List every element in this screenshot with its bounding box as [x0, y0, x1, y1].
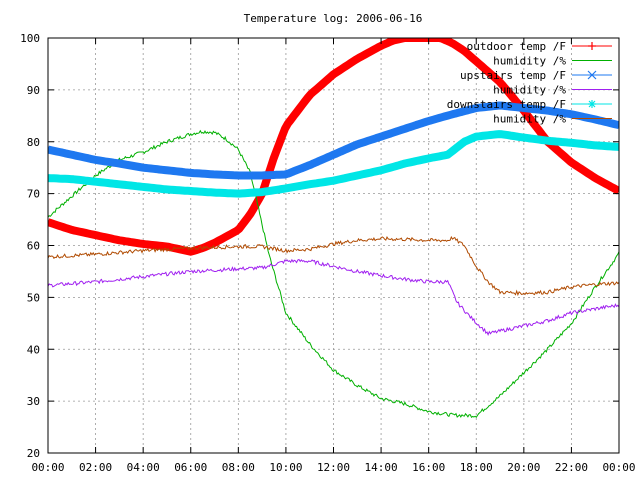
x-tick-label: 00:00 [31, 461, 64, 474]
y-tick-label: 90 [27, 84, 40, 97]
chart-title: Temperature log: 2006-06-16 [244, 12, 423, 25]
x-tick-label: 08:00 [222, 461, 255, 474]
x-tick-label: 14:00 [365, 461, 398, 474]
x-tick-label: 04:00 [127, 461, 160, 474]
x-tick-label: 02:00 [79, 461, 112, 474]
y-tick-label: 60 [27, 240, 40, 253]
y-tick-label: 80 [27, 136, 40, 149]
series-thick-line [48, 101, 619, 180]
legend-label: downstairs temp /F [447, 98, 566, 111]
series-line [48, 129, 619, 419]
x-tick-label: 16:00 [412, 461, 445, 474]
y-tick-label: 100 [20, 32, 40, 45]
legend-marker [588, 100, 596, 108]
series-line [48, 258, 619, 337]
y-tick-label: 30 [27, 395, 40, 408]
y-tick-label: 70 [27, 188, 40, 201]
x-tick-label: 20:00 [507, 461, 540, 474]
legend-label: humidity /% [493, 113, 566, 126]
series-line [48, 235, 619, 297]
y-tick-label: 20 [27, 447, 40, 460]
x-tick-label: 22:00 [555, 461, 588, 474]
x-tick-label: 18:00 [460, 461, 493, 474]
y-tick-label: 50 [27, 291, 40, 304]
series-1 [48, 129, 619, 419]
legend-label: humidity /% [493, 55, 566, 68]
legend-marker [588, 42, 596, 50]
legend-label: outdoor temp /F [467, 40, 566, 53]
legend-label: upstairs temp /F [460, 69, 566, 82]
series-3 [48, 258, 619, 337]
data-series [48, 38, 619, 419]
series-5 [48, 235, 619, 297]
series-2 [48, 101, 619, 180]
x-tick-label: 10:00 [269, 461, 302, 474]
axis-ticks: 00:00 02:00 04:00 06:00 08:00 10:00 12:00 14:00… [20, 32, 635, 474]
series-thick-line [48, 130, 619, 198]
y-tick-label: 40 [27, 343, 40, 356]
series-4 [48, 130, 619, 198]
legend-marker [587, 70, 597, 80]
legend-label: humidity /% [493, 84, 566, 97]
x-tick-label: 06:00 [174, 461, 207, 474]
x-tick-label: 00:00 [602, 461, 635, 474]
x-tick-label: 12:00 [317, 461, 350, 474]
